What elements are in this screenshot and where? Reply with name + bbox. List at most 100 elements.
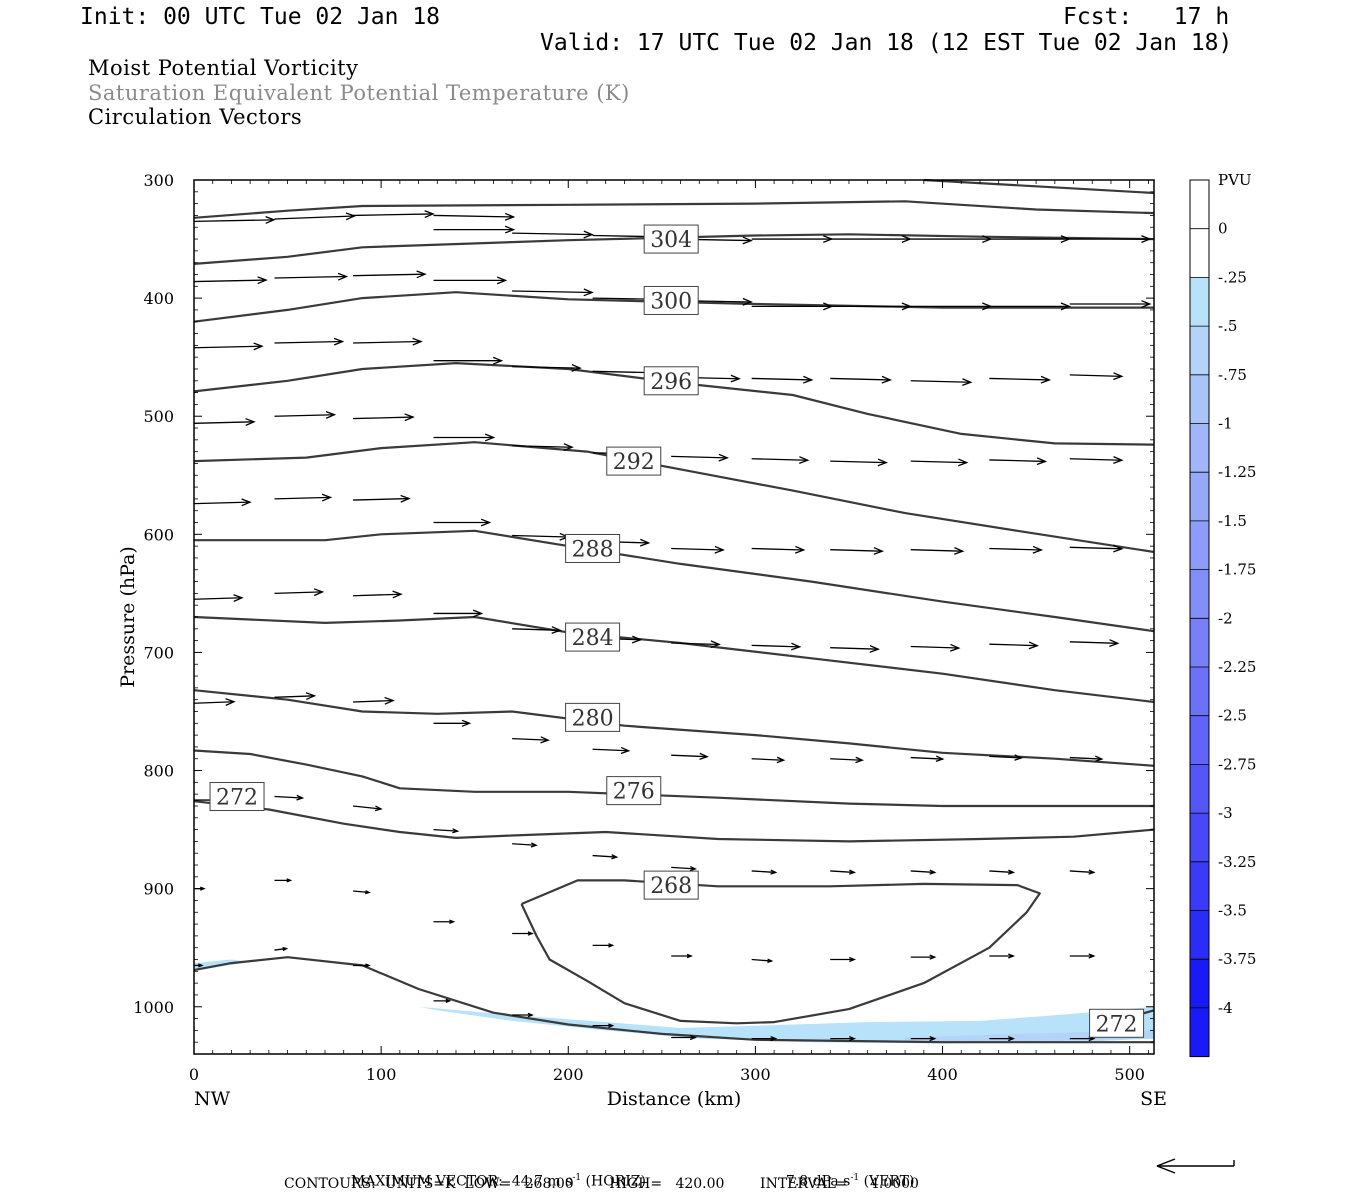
- vector-head: [480, 518, 492, 527]
- vector-head: [374, 805, 383, 812]
- colorbar-cell: [1190, 180, 1209, 229]
- colorbar-label: -3: [1218, 804, 1233, 822]
- circulation-vector: [353, 413, 415, 422]
- theta-es-contour: [193, 200, 1155, 219]
- circulation-vector: [274, 410, 337, 419]
- circulation-vector: [193, 498, 252, 507]
- vector-shaft: [910, 645, 959, 649]
- vector-shaft: [671, 642, 720, 646]
- circulation-vector: [671, 640, 721, 649]
- circulation-vector-layer: [193, 210, 1152, 1042]
- contour-label: 276: [606, 776, 662, 806]
- vector-shaft: [512, 365, 581, 369]
- vector-head: [337, 272, 349, 281]
- vector-head: [424, 210, 435, 219]
- vector-head: [935, 755, 945, 763]
- circulation-vector: [751, 545, 806, 554]
- circulation-vector: [830, 1036, 857, 1042]
- vector-shaft: [1069, 374, 1122, 378]
- colorbar-label: -1: [1218, 415, 1233, 433]
- contour-label: 292: [606, 446, 662, 476]
- init-time: Init: 00 UTC Tue 02 Jan 18: [80, 4, 441, 30]
- circulation-vector: [353, 696, 395, 705]
- vector-shaft: [274, 496, 331, 500]
- circulation-vector: [830, 547, 885, 555]
- vector-head: [527, 931, 534, 936]
- vector-head: [484, 433, 496, 442]
- theta-es-contour: [194, 529, 1155, 633]
- field-title-mpv: Moist Potential Vorticity: [88, 56, 359, 80]
- vector-head: [873, 547, 885, 555]
- colorbar-label: -.75: [1218, 366, 1247, 384]
- circulation-vector: [353, 963, 371, 968]
- vector-head: [563, 443, 574, 451]
- circulation-vector: [353, 210, 435, 219]
- max-vector-vert-value: 7.8 dPa s: [785, 1173, 851, 1190]
- circulation-vector: [353, 337, 423, 346]
- circulation-vector: [989, 641, 1040, 650]
- circulation-vector: [512, 230, 594, 239]
- vector-head: [452, 828, 460, 834]
- circulation-vector: [751, 756, 786, 764]
- vector-shaft: [830, 758, 863, 761]
- vector-head: [958, 458, 969, 467]
- vector-shaft: [512, 628, 561, 631]
- vector-shaft: [353, 213, 434, 217]
- contour-label: 300: [643, 285, 699, 315]
- valid-time: Valid: 17 UTC Tue 02 Jan 18 (12 EST Tue …: [540, 30, 1233, 56]
- contour-label-text: 280: [572, 706, 614, 731]
- vector-head: [1113, 544, 1124, 553]
- vector-shaft: [751, 758, 784, 761]
- vector-head: [1008, 953, 1016, 959]
- contour-label-text: 304: [650, 228, 692, 253]
- vector-head: [200, 886, 206, 891]
- circulation-vector: [671, 752, 709, 760]
- vector-shaft: [353, 416, 414, 420]
- circulation-vector: [592, 746, 631, 755]
- vector-shaft: [1069, 546, 1122, 550]
- circulation-vector: [830, 302, 913, 311]
- colorbar-label: -1.5: [1218, 512, 1247, 530]
- vector-head: [730, 374, 741, 383]
- circulation-vector: [433, 433, 496, 442]
- vector-shaft: [193, 597, 243, 600]
- circulation-vector: [910, 1036, 937, 1042]
- unit-exponent: -1: [572, 1173, 582, 1183]
- circulation-vector: [1069, 544, 1124, 553]
- circulation-vector: [512, 288, 594, 297]
- vector-head: [794, 545, 806, 554]
- vector-shaft: [910, 460, 967, 464]
- vector-head: [265, 216, 276, 224]
- vector-head: [1113, 456, 1124, 464]
- vector-head: [296, 794, 305, 801]
- theta-es-contour: [520, 879, 1041, 1025]
- vector-head: [384, 696, 395, 705]
- circulation-vector: [989, 375, 1052, 384]
- vector-shaft: [910, 380, 971, 383]
- vector-shaft: [353, 340, 422, 344]
- vector-shaft: [989, 459, 1046, 463]
- vector-head: [504, 225, 516, 234]
- circulation-vector: [193, 594, 244, 602]
- circulation-vector: [274, 588, 325, 597]
- vector-shaft: [512, 738, 549, 741]
- colorbar-label: -3.5: [1218, 902, 1247, 920]
- vector-shaft: [353, 593, 402, 597]
- circulation-vector: [512, 443, 574, 451]
- colorbar-cell: [1190, 715, 1209, 765]
- colorbar-cell: [1190, 959, 1209, 1008]
- circulation-vector: [830, 756, 865, 764]
- vector-shaft: [751, 870, 776, 874]
- vector-head: [954, 547, 965, 555]
- vector-shaft: [274, 340, 343, 344]
- field-title-vectors: Circulation Vectors: [88, 105, 303, 129]
- vector-head: [449, 919, 456, 924]
- contour-label: 304: [643, 224, 699, 254]
- vector-head: [699, 752, 709, 760]
- circulation-vector: [352, 805, 383, 812]
- circulation-vector: [353, 494, 411, 503]
- circulation-vector: [910, 643, 961, 652]
- circulation-vector: [274, 337, 345, 346]
- colorbar-label: -3.25: [1218, 853, 1256, 871]
- vector-shaft: [671, 455, 728, 459]
